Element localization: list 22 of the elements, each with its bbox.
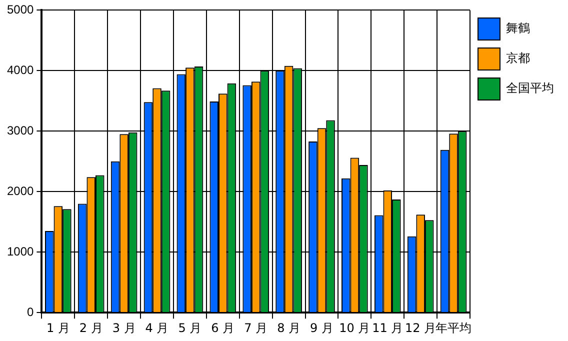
legend-label: 舞鶴	[506, 21, 530, 36]
y-tick-label: 0	[27, 304, 34, 319]
x-tick-label: 3 月	[112, 320, 136, 335]
x-tick-label: 12 月	[405, 320, 436, 335]
x-tick-label: 年平均	[436, 320, 472, 335]
x-tick-label: 7 月	[244, 320, 268, 335]
x-tick-label: 10 月	[339, 320, 370, 335]
x-tick-label: 4 月	[145, 320, 169, 335]
y-tick-label: 5000	[6, 2, 34, 17]
y-tick-label: 1000	[6, 244, 34, 258]
y-tick-label: 2000	[6, 184, 34, 198]
x-tick-label: 9 月	[310, 320, 334, 335]
legend-label: 全国平均	[506, 81, 554, 96]
x-tick-label: 2 月	[79, 320, 103, 335]
legend-label: 京都	[506, 51, 530, 66]
x-tick-label: 5 月	[178, 320, 202, 335]
x-tick-label: 6 月	[211, 320, 235, 335]
x-tick-label: 11 月	[372, 320, 404, 335]
x-tick-label: 1 月	[46, 320, 70, 335]
y-tick-label: 4000	[6, 62, 34, 77]
y-tick-label: 3000	[6, 123, 34, 138]
x-tick-label: 8 月	[277, 320, 301, 335]
